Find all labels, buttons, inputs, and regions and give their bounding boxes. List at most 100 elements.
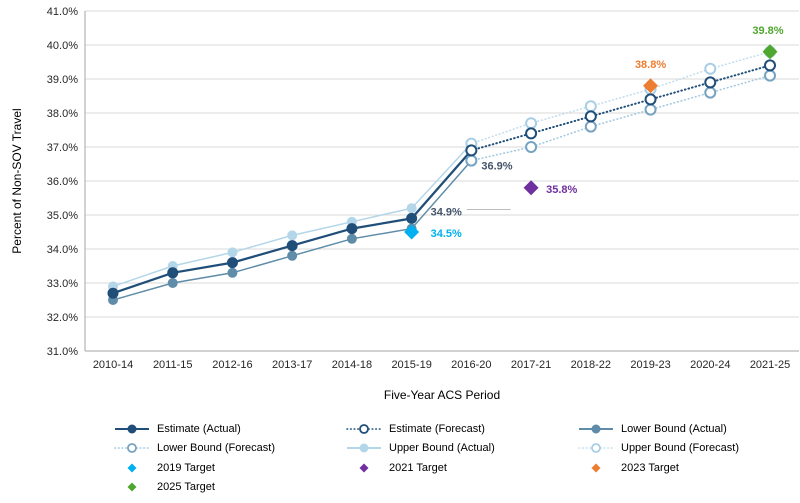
data-point-estimate-forecast- <box>764 59 776 72</box>
legend-item-estimate-actual-: Estimate (Actual) <box>113 419 345 439</box>
data-point-estimate-actual- <box>286 240 298 252</box>
point-label: 34.5% <box>431 228 462 240</box>
legend-label: 2025 Target <box>157 481 215 494</box>
legend-label: Estimate (Actual) <box>157 422 241 435</box>
diamond-icon <box>359 463 369 473</box>
data-point-upper-bound-forecast- <box>704 62 717 75</box>
series-line-estimate-forecast- <box>470 64 771 152</box>
legend-item-upper-bound-forecast-: Upper Bound (Forecast) <box>577 439 800 459</box>
legend-label: Upper Bound (Actual) <box>389 442 495 455</box>
data-point-estimate-forecast- <box>704 76 717 89</box>
y-tick-label: 35.0% <box>47 210 78 222</box>
legend-label: Lower Bound (Forecast) <box>157 442 275 455</box>
data-point-upper-bound-actual- <box>406 203 417 214</box>
data-point-estimate-forecast- <box>584 110 597 123</box>
data-point-upper-bound-actual- <box>287 230 298 241</box>
y-tick-label: 38.0% <box>47 108 78 120</box>
data-point-upper-bound-actual- <box>227 247 238 258</box>
data-point-lower-bound-actual- <box>167 278 178 288</box>
legend-item-lower-bound-actual-: Lower Bound (Actual) <box>577 419 800 439</box>
y-tick-label: 34.0% <box>47 244 78 256</box>
x-tick-label: 2018-22 <box>571 359 611 371</box>
line-dotted-open-icon <box>346 423 382 434</box>
series-line-lower-bound-actual- <box>112 160 472 301</box>
target-diamond-2025 <box>762 44 778 60</box>
data-point-lower-bound-forecast- <box>704 86 717 99</box>
target-diamond-2019 <box>404 224 420 240</box>
line-solid-filled-icon <box>115 424 149 434</box>
legend-item-upper-bound-actual-: Upper Bound (Actual) <box>345 439 577 459</box>
y-tick-label: 40.0% <box>47 40 78 52</box>
target-diamond-2021 <box>523 180 539 196</box>
data-point-estimate-actual- <box>346 223 358 235</box>
line-dotted-open-icon <box>578 443 614 454</box>
data-point-lower-bound-actual- <box>227 267 238 278</box>
line-solid-filled-icon <box>579 424 613 434</box>
data-point-estimate-actual- <box>107 287 119 299</box>
x-tick-label: 2014-18 <box>332 359 372 371</box>
x-tick-label: 2010-14 <box>93 359 133 371</box>
data-point-lower-bound-forecast- <box>465 154 478 167</box>
legend-label: Lower Bound (Actual) <box>621 422 727 435</box>
legend-item-2023-target: 2023 Target <box>577 458 800 478</box>
legend-label: 2019 Target <box>157 461 215 474</box>
data-point-lower-bound-actual- <box>287 250 298 261</box>
line-chart-plot-area: 41.0% 40.0% 39.0% 38.0% 37.0% 36.0% 35.0% 34.0%… <box>47 6 799 371</box>
legend-item-2021-target: 2021 Target <box>345 458 577 478</box>
y-tick-label: 39.0% <box>47 74 78 86</box>
data-point-lower-bound-forecast- <box>764 69 776 82</box>
x-tick-label: 2020-24 <box>690 359 730 371</box>
data-point-upper-bound-forecast- <box>584 100 597 113</box>
legend-item-2025-target: 2025 Target <box>113 478 345 498</box>
x-tick-label: 2021-25 <box>750 359 790 371</box>
data-point-estimate-forecast- <box>525 127 538 140</box>
y-tick-label: 36.0% <box>47 176 78 188</box>
legend-item-lower-bound-forecast-: Lower Bound (Forecast) <box>113 439 345 459</box>
y-tick-label: 41.0% <box>47 6 78 18</box>
data-point-estimate-actual- <box>167 267 179 279</box>
point-label: 39.8% <box>752 25 783 37</box>
y-tick-label: 31.0% <box>47 346 78 358</box>
legend-label: Upper Bound (Forecast) <box>621 442 739 455</box>
data-point-estimate-forecast- <box>465 144 478 157</box>
x-axis-title: Five-Year ACS Period <box>383 388 501 402</box>
series-line-upper-bound-forecast- <box>470 51 771 145</box>
x-tick-label: 2013-17 <box>272 359 312 371</box>
data-point-upper-bound-forecast- <box>525 117 538 130</box>
legend-label: 2023 Target <box>621 461 679 474</box>
y-tick-label: 37.0% <box>47 142 78 154</box>
line-solid-filled-icon <box>347 443 381 453</box>
x-tick-label: 2012-16 <box>212 359 252 371</box>
x-tick-label: 2015-19 <box>391 359 431 371</box>
data-point-lower-bound-forecast- <box>525 141 538 153</box>
legend-label: 2021 Target <box>389 461 447 474</box>
point-label: 34.9% <box>431 206 462 218</box>
x-tick-label: 2019-23 <box>630 359 670 371</box>
y-tick-label: 32.0% <box>47 312 78 324</box>
data-point-estimate-forecast- <box>644 93 657 106</box>
legend-item-estimate-forecast-: Estimate (Forecast) <box>345 419 577 439</box>
data-point-lower-bound-forecast- <box>644 103 657 116</box>
target-diamond-2023 <box>643 78 659 94</box>
y-axis-title: Percent of Non-SOV Travel <box>10 108 24 254</box>
legend-label: Estimate (Forecast) <box>389 422 485 435</box>
x-tick-label: 2017-21 <box>511 359 551 371</box>
data-point-estimate-actual- <box>226 257 238 269</box>
data-point-lower-bound-forecast- <box>584 120 597 133</box>
series-line-lower-bound-forecast- <box>470 74 771 162</box>
point-label: 36.9% <box>481 160 512 172</box>
data-point-lower-bound-actual- <box>346 233 357 244</box>
diamond-icon <box>127 482 137 492</box>
line-dotted-open-icon <box>114 443 150 454</box>
diamond-icon <box>127 463 137 473</box>
x-tick-label: 2016-20 <box>451 359 491 371</box>
data-point-estimate-actual- <box>406 212 418 224</box>
diamond-icon <box>591 463 601 473</box>
point-label: 35.8% <box>546 184 577 196</box>
x-tick-label: 2011-15 <box>153 359 193 371</box>
point-label: 38.8% <box>635 59 666 71</box>
y-tick-label: 33.0% <box>47 278 78 290</box>
legend-item-2019-target: 2019 Target <box>113 458 345 478</box>
chart-legend: Estimate (Actual) Estimate (Forecast) Lowe… <box>113 419 800 497</box>
